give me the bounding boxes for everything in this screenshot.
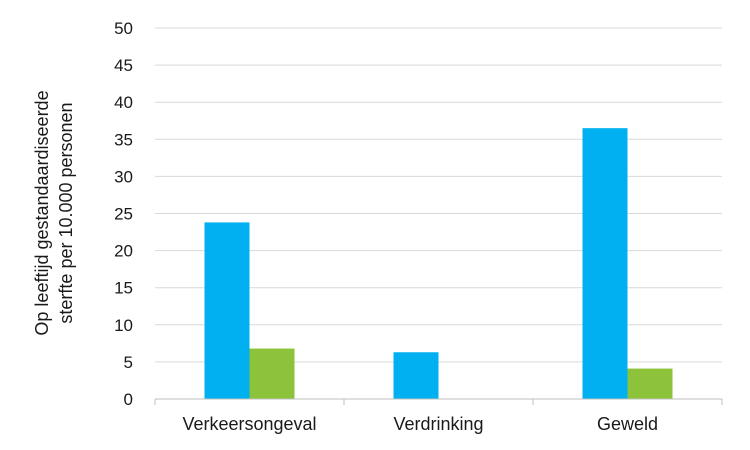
y-tick-label: 45 [114,56,133,75]
y-tick-label: 30 [114,167,133,186]
y-tick-label: 50 [114,19,133,38]
y-tick-label: 25 [114,205,133,224]
y-tick-label: 40 [114,93,133,112]
y-tick-label: 10 [114,316,133,335]
y-tick-label: 0 [124,390,133,409]
y-axis-ticks: 0 5 10 15 20 25 30 35 40 45 50 [114,19,133,409]
y-tick-label: 15 [114,279,133,298]
bar-verkeersongeval-1 [204,222,250,399]
y-tick-label: 5 [124,353,133,372]
category-label: Geweld [597,414,658,434]
bar-verkeersongeval-2 [249,348,295,399]
y-axis-title-line-1: Op leeftijd gestandaardiseerde [32,90,52,335]
bar-geweld-2 [627,368,673,399]
y-tick-label: 35 [114,130,133,149]
bar-geweld-1 [582,128,628,400]
x-axis-ticks [154,399,723,405]
category-label: Verdrinking [393,414,483,434]
y-axis-title-line-2: sterfte per 10.000 personen [56,102,76,323]
y-tick-label: 20 [114,242,133,261]
bars [204,128,673,400]
bar-verdrinking-1 [393,352,439,399]
category-label: Verkeersongeval [182,414,316,434]
category-labels: Verkeersongeval Verdrinking Geweld [182,414,658,434]
